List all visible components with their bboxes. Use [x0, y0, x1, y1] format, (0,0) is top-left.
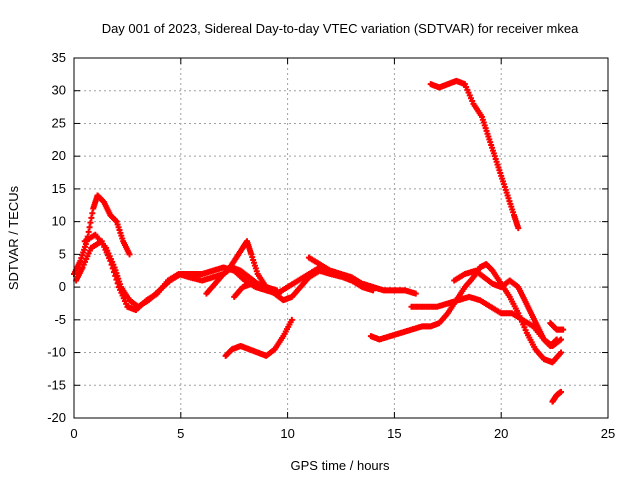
data-point-marker: [276, 290, 283, 297]
x-tick-label: 20: [494, 426, 508, 441]
data-point-marker: [288, 316, 295, 323]
series-track-5: [231, 280, 283, 300]
series-track-1: [71, 192, 133, 277]
x-tick-label: 15: [387, 426, 401, 441]
y-tick-label: 10: [52, 214, 66, 229]
x-tick-label: 10: [280, 426, 294, 441]
data-point-marker: [553, 336, 560, 343]
y-tick-label: 25: [52, 115, 66, 130]
data-point-marker: [412, 290, 419, 297]
chart-title: Day 001 of 2023, Sidereal Day-to-day VTE…: [102, 21, 579, 36]
y-tick-label: 5: [59, 246, 66, 261]
series-track-13: [549, 388, 565, 405]
y-tick-label: 30: [52, 83, 66, 98]
grid: [74, 58, 608, 418]
y-axis-title: SDTVAR / TECUs: [6, 185, 21, 290]
series-track-7: [222, 316, 295, 359]
data-point-marker: [515, 225, 522, 232]
x-tick-label: 25: [601, 426, 615, 441]
y-tick-label: -20: [47, 410, 66, 425]
data-point-marker: [370, 284, 377, 291]
series-track-12: [547, 320, 567, 333]
plot-frame: [73, 57, 609, 419]
data-point-marker: [558, 349, 565, 356]
x-axis-title: GPS time / hours: [291, 458, 390, 473]
y-tick-label: -15: [47, 377, 66, 392]
y-tick-label: 20: [52, 148, 66, 163]
series-track-10: [451, 267, 560, 349]
data-point-marker: [560, 326, 567, 333]
series-track-8: [367, 261, 565, 366]
series-track-11: [427, 77, 522, 232]
data-point-marker: [558, 388, 565, 395]
y-tick-label: -5: [54, 312, 66, 327]
data-point-marker: [126, 251, 133, 258]
y-tick-label: -10: [47, 345, 66, 360]
series-track-6: [305, 254, 377, 291]
x-tick-label: 5: [177, 426, 184, 441]
x-tick-label: 0: [70, 426, 77, 441]
data-markers: [71, 77, 567, 405]
y-tick-label: 15: [52, 181, 66, 196]
axis-ticks: 0 5 10 15 20 25 -20 -15 -10 -5 0 5 10 15 20 25 30 35: [47, 50, 615, 441]
series-track-9: [408, 293, 565, 349]
y-tick-label: 0: [59, 279, 66, 294]
y-tick-label: 35: [52, 50, 66, 65]
